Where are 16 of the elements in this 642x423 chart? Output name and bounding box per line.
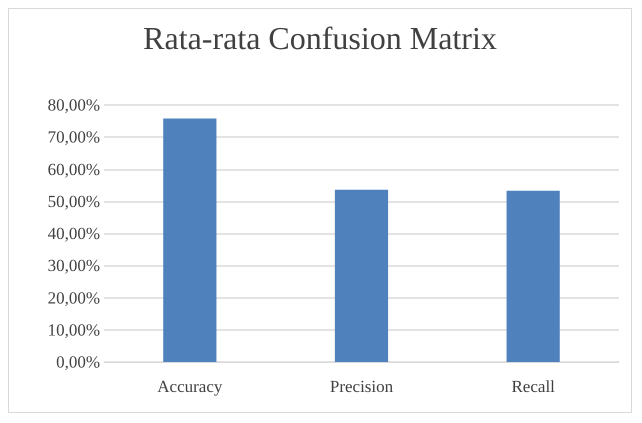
bar (334, 190, 388, 362)
x-tick-label: Accuracy (157, 377, 223, 396)
y-tick-label: 50,00% (48, 192, 100, 211)
x-tick-label: Recall (511, 377, 556, 396)
x-tick-label: Precision (330, 377, 394, 396)
chart-title: Rata-rata Confusion Matrix (143, 20, 497, 56)
y-tick-label: 70,00% (48, 128, 100, 147)
y-tick-label: 30,00% (48, 256, 100, 276)
y-tick-label: 20,00% (48, 288, 100, 308)
y-tick-label: 10,00% (48, 320, 100, 340)
y-tick-label: 60,00% (48, 160, 100, 179)
y-tick-label: 0,00% (56, 352, 100, 372)
bar (506, 190, 560, 362)
bar (163, 118, 216, 362)
y-tick-label: 40,00% (48, 224, 100, 243)
y-tick-label: 80,00% (48, 96, 100, 114)
